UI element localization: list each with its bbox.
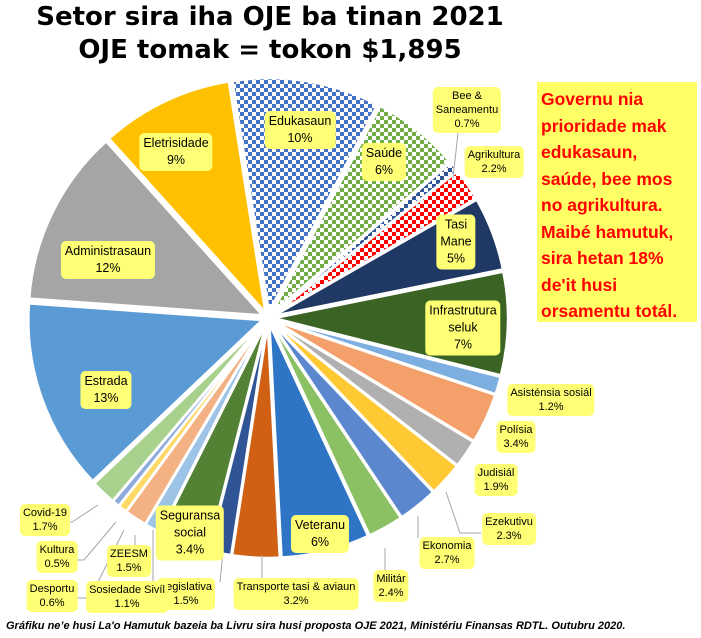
label-text: Ezekutivu — [485, 516, 533, 528]
label-text: Covid-19 — [22, 507, 68, 519]
note-line: de'it husi — [541, 274, 618, 295]
label-text: Edukasaun — [268, 114, 332, 128]
label-text: Militár — [376, 573, 406, 585]
data-label-eletrisidade: Eletrisidade 9% — [139, 133, 213, 171]
data-label-judisi-l: Judisiál 1.9% — [474, 464, 518, 496]
label-text: Legislativa — [160, 581, 212, 593]
note-line: orsamentu totál. — [541, 301, 678, 321]
data-label-pol-sia: Polísia 3.4% — [496, 421, 536, 453]
label-text: 2.3% — [496, 530, 522, 542]
note-line: Governu nia — [541, 89, 644, 109]
label-text: Asisténsia sosiál — [510, 387, 592, 399]
label-text: 2.7% — [434, 554, 460, 566]
data-label-veteranu: Veteranu 6% — [290, 515, 350, 553]
label-text: 2.2% — [481, 163, 507, 175]
label-text: 9% — [166, 153, 186, 167]
label-text: Tasi — [444, 217, 468, 232]
leader-line — [452, 132, 459, 179]
label-text: 6% — [310, 535, 330, 549]
note-line: edukasaun, — [541, 142, 638, 162]
data-label-zeesm: ZEESM 1.5% — [107, 545, 151, 577]
callout-note: Governu nia prioridade mak edukasaun, saúde… — [537, 82, 697, 322]
data-label-edukasaun: Edukasaun 10% — [264, 111, 336, 149]
label-text: Desportu — [29, 583, 75, 595]
label-text: 0.6% — [39, 597, 65, 609]
label-text: Ekonomia — [422, 540, 472, 552]
label-text: 13% — [93, 391, 119, 405]
leader-line — [76, 521, 117, 561]
label-text: 0.7% — [454, 118, 480, 130]
data-label-legislativa: Legislativa 1.5% — [157, 578, 215, 610]
label-text: seluk — [448, 320, 478, 335]
data-label-transporte-tasi-aviaun: Transporte tasi & aviaun 3.2% — [233, 578, 359, 610]
label-text: Agrikultura — [467, 149, 521, 161]
label-text: 2.4% — [378, 587, 404, 599]
label-text: Mane — [440, 234, 472, 249]
note-line: prioridade mak — [541, 115, 667, 136]
label-text: 12% — [95, 261, 121, 275]
chart-subtitle: OJE tomak = tokon $1,895 — [78, 35, 462, 65]
data-label-bee-saneamentu: Bee & Saneamentu 0.7% — [432, 87, 502, 133]
label-text: 10% — [287, 131, 313, 145]
data-label-ekonomia: Ekonomia 2.7% — [419, 537, 475, 569]
label-text: Bee & — [452, 90, 482, 102]
label-text: Sosiedade Sivíl — [89, 584, 165, 596]
label-text: Administrasaun — [64, 244, 152, 258]
label-text: 6% — [374, 163, 394, 177]
label-text: 1.9% — [483, 481, 509, 493]
data-label-asist-nsia-sosi-l: Asisténsia sosiál 1.2% — [507, 384, 595, 416]
label-text: 5% — [446, 251, 466, 266]
label-text: social — [174, 525, 206, 540]
label-text: 0.5% — [44, 558, 70, 570]
label-text: 3.2% — [283, 595, 309, 607]
data-label-administrasaun: Administrasaun 12% — [60, 241, 156, 279]
label-text: 1.1% — [114, 598, 140, 610]
chart-title: Setor sira iha OJE ba tinan 2021 — [36, 2, 504, 32]
leader-line — [445, 491, 481, 534]
note-line: sira hetan 18% — [541, 248, 664, 268]
data-label-seguransa-social: Seguransa social 3.4% — [155, 505, 225, 561]
leader-line — [68, 504, 99, 523]
source-footnote: Gráfiku ne’e husi La'o Hamutuk bazeia ba… — [6, 620, 626, 632]
label-text: 1.5% — [173, 595, 199, 607]
label-text: Seguransa — [159, 508, 221, 523]
data-label-covid-19: Covid-19 1.7% — [19, 504, 71, 536]
label-text: Judisiál — [477, 467, 515, 479]
label-text: Transporte tasi & aviaun — [236, 581, 356, 593]
data-label-agrikultura: Agrikultura 2.2% — [464, 146, 524, 178]
data-label-kultura: Kultura 0.5% — [36, 541, 78, 573]
label-text: Eletrisidade — [143, 136, 209, 150]
label-text: 1.7% — [32, 521, 58, 533]
label-text: 1.5% — [116, 562, 142, 574]
data-label-sa-de: Saúde 6% — [361, 143, 407, 181]
label-text: 7% — [453, 337, 473, 352]
label-text: Polísia — [499, 424, 533, 436]
data-label-desportu: Desportu 0.6% — [26, 580, 78, 612]
note-line: Maibé hamutuk, — [541, 221, 674, 242]
label-text: 3.4% — [503, 438, 529, 450]
data-label-infrastrutura-seluk: Infrastrutura seluk 7% — [425, 300, 501, 356]
data-label-milit-r: Militár 2.4% — [373, 570, 409, 602]
label-text: Estrada — [84, 374, 128, 388]
pie-slice-agrikultura — [272, 169, 478, 316]
label-text: Infrastrutura — [429, 303, 497, 318]
label-text: 1.2% — [538, 401, 564, 413]
data-label-sosiedade-siv-l: Sosiedade Sivíl 1.1% — [86, 581, 168, 613]
data-label-tasi-mane: Tasi Mane 5% — [436, 214, 476, 270]
pie-slice-milit-r — [269, 322, 403, 538]
label-text: Kultura — [39, 544, 75, 556]
pie-slice-estrada — [27, 301, 266, 483]
note-line: saúde, bee mos — [541, 168, 673, 189]
label-text: Saúde — [365, 146, 403, 160]
data-label-estrada: Estrada 13% — [80, 371, 132, 409]
label-text: Saneamentu — [435, 104, 499, 116]
data-label-ezekutivu: Ezekutivu 2.3% — [482, 513, 536, 545]
label-text: 3.4% — [175, 542, 205, 557]
label-text: ZEESM — [110, 548, 148, 560]
pie-slice-covid-19 — [92, 321, 265, 503]
label-text: Veteranu — [294, 518, 346, 532]
note-line: no agrikultura. — [541, 195, 663, 215]
